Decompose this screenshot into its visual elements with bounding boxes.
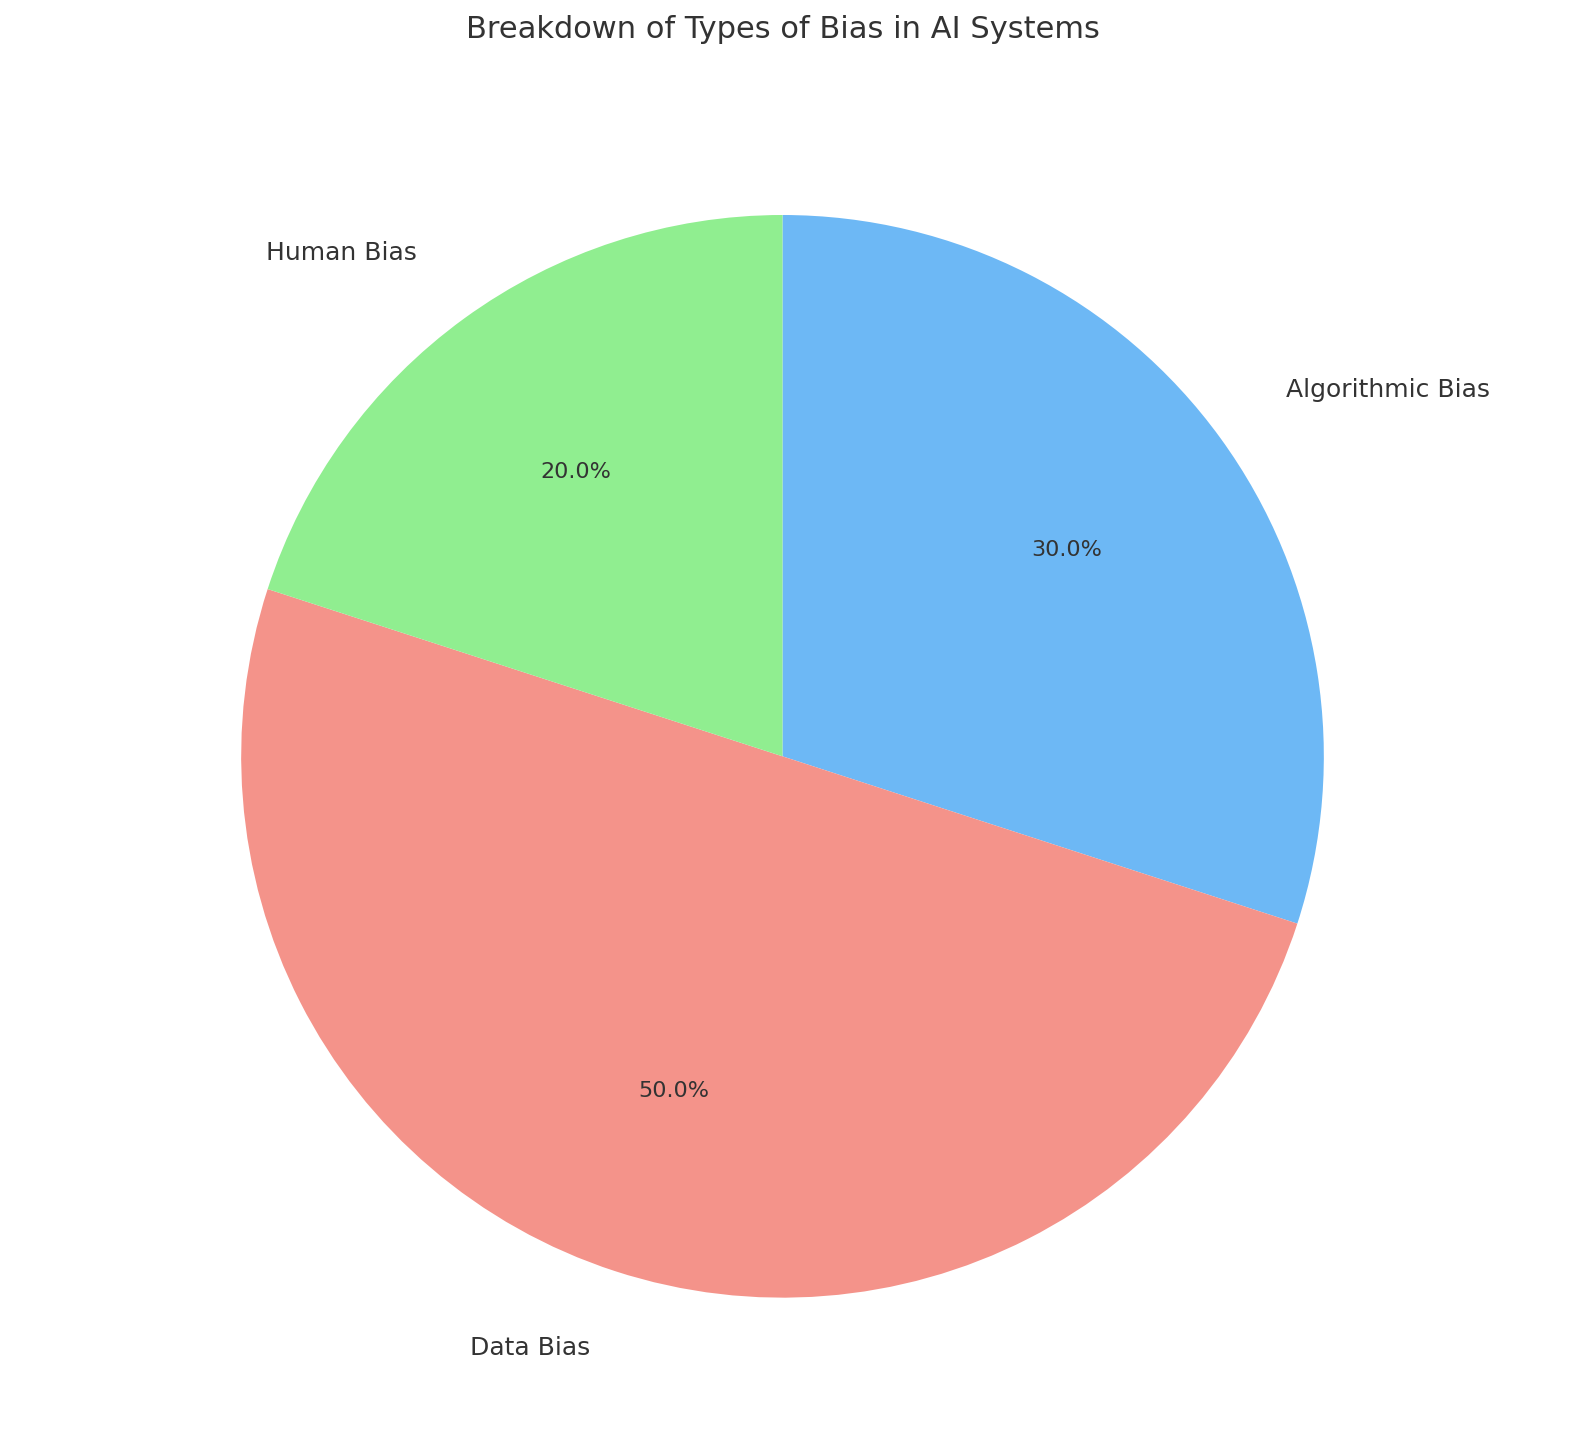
Text: Human Bias: Human Bias: [266, 240, 417, 265]
Wedge shape: [268, 214, 782, 756]
Wedge shape: [241, 589, 1297, 1297]
Text: 50.0%: 50.0%: [639, 1082, 710, 1100]
Text: Data Bias: Data Bias: [471, 1337, 590, 1361]
Text: Algorithmic Bias: Algorithmic Bias: [1286, 378, 1491, 403]
Text: 20.0%: 20.0%: [540, 462, 611, 482]
Wedge shape: [782, 214, 1324, 924]
Title: Breakdown of Types of Bias in AI Systems: Breakdown of Types of Bias in AI Systems: [466, 14, 1099, 43]
Text: 30.0%: 30.0%: [1031, 540, 1103, 559]
